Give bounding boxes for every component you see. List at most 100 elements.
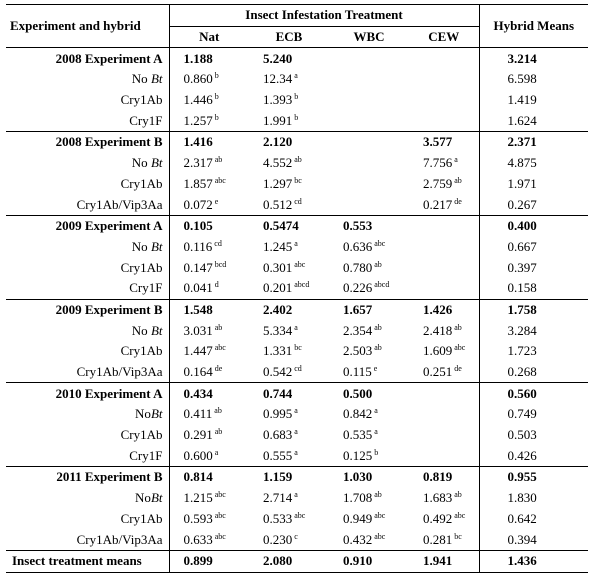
value-ecb-letter: a bbox=[294, 238, 298, 248]
hybrid-label-text: Cry1F bbox=[129, 280, 163, 296]
hybrid-label-italic: Bt bbox=[150, 490, 163, 506]
hybrid-label-italic: Bt bbox=[150, 322, 163, 338]
hybrid-mean: 1.723 bbox=[507, 343, 537, 359]
value-nat: 0.600 a bbox=[169, 445, 249, 466]
hybrid-label-italic: Bt bbox=[150, 71, 163, 87]
value-wbc: 2.354 ab bbox=[329, 320, 409, 341]
hybrid-row: Cry1Ab 1.446 b 1.393 b 1.419 bbox=[6, 89, 588, 111]
treatment-means-label: Insect treatment means bbox=[6, 549, 170, 573]
value-ecb: 5.334 a bbox=[249, 320, 329, 341]
value-nat-letter: abc bbox=[214, 343, 226, 353]
hybrid-means-header: Hybrid Means bbox=[479, 3, 588, 49]
hybrid-label: Cry1Ab/Vip3Aa bbox=[6, 361, 170, 383]
hybrid-row: Cry1Ab/Vip3Aa 0.072 e 0.512 cd 0.217 de 0.267 bbox=[6, 194, 588, 216]
value-ecb-number: 1.245 bbox=[263, 238, 293, 254]
experiment-hybrid-header: Experiment and hybrid bbox=[6, 3, 170, 49]
value-wbc bbox=[329, 69, 409, 90]
value-nat: 1.857 abc bbox=[169, 174, 249, 195]
hybrid-label-italic: Bt bbox=[150, 155, 163, 171]
summary-wbc bbox=[329, 131, 409, 153]
value-nat-number: 0.164 bbox=[183, 364, 213, 380]
treatment-group-header: Insect Infestation Treatment bbox=[169, 4, 480, 27]
value-nat: 3.031 ab bbox=[169, 320, 249, 341]
value-ecb-letter: b bbox=[294, 112, 299, 122]
hybrid-mean: 0.267 bbox=[507, 196, 537, 212]
hybrid-label: Cry1Ab bbox=[6, 341, 170, 362]
value-nat-letter: b bbox=[214, 112, 219, 122]
value-nat-letter: e bbox=[214, 196, 219, 206]
hybrid-label: NoBt bbox=[6, 487, 170, 509]
hybrid-label: Cry1Ab/Vip3Aa bbox=[6, 529, 170, 551]
summary-hybrid-mean: 0.955 bbox=[479, 466, 588, 488]
hybrid-mean: 0.642 bbox=[507, 510, 537, 526]
treatment-means-row: Insect treatment means 0.899 2.080 0.910 1.9… bbox=[6, 549, 588, 573]
value-nat: 0.291 ab bbox=[169, 425, 249, 446]
value-nat-number: 0.411 bbox=[183, 406, 213, 422]
value-wbc-number: 0.780 bbox=[343, 259, 373, 275]
hybrid-label-text: Cry1Ab/Vip3Aa bbox=[76, 531, 163, 547]
header-row-top: Experiment and hybrid Insect Infestation… bbox=[6, 3, 588, 49]
hybrid-mean: 0.397 bbox=[507, 259, 537, 275]
summary-ecb: 0.5474 bbox=[249, 214, 329, 237]
experiment-title: 2008 Experiment B bbox=[6, 131, 170, 153]
summary-cew bbox=[409, 214, 480, 237]
value-ecb-letter: c bbox=[294, 531, 298, 541]
summary-nat: 1.188 bbox=[169, 47, 249, 70]
value-wbc-letter: ab bbox=[374, 490, 382, 500]
hybrid-label-text: No bbox=[131, 322, 151, 338]
value-nat-letter: d bbox=[214, 280, 219, 290]
hybrid-row: Cry1Ab/Vip3Aa 0.633 abc 0.230 c 0.432 abc 0.281… bbox=[6, 529, 588, 551]
hybrid-mean: 1.624 bbox=[507, 112, 537, 128]
hybrid-row: No Bt 2.317 ab 4.552 ab 7.756 a 4.875 bbox=[6, 152, 588, 174]
value-ecb-number: 0.995 bbox=[263, 406, 293, 422]
value-nat: 0.860 b bbox=[169, 69, 249, 90]
footer-cew: 1.941 bbox=[409, 549, 480, 573]
value-ecb-number: 0.683 bbox=[263, 427, 293, 443]
hybrid-label: Cry1Ab bbox=[6, 89, 170, 111]
hybrid-label-italic: Bt bbox=[150, 406, 163, 422]
value-wbc-number: 0.115 bbox=[343, 364, 372, 380]
value-wbc-letter: abc bbox=[374, 238, 386, 248]
value-ecb-letter: a bbox=[294, 447, 298, 457]
value-ecb: 0.201 abcd bbox=[249, 278, 329, 299]
value-ecb: 1.393 b bbox=[249, 90, 329, 111]
value-wbc-number: 2.354 bbox=[343, 322, 373, 338]
experiment-title: 2010 Experiment A bbox=[6, 382, 170, 405]
hybrid-row: Cry1F 1.257 b 1.991 b 1.624 bbox=[6, 110, 588, 132]
value-nat-number: 0.633 bbox=[183, 531, 213, 547]
value-ecb: 0.542 cd bbox=[249, 362, 329, 383]
summary-hybrid-mean: 0.400 bbox=[479, 214, 588, 237]
value-wbc-number: 0.842 bbox=[343, 406, 373, 422]
summary-wbc: 0.500 bbox=[329, 382, 409, 405]
value-ecb-number: 0.533 bbox=[263, 510, 293, 526]
value-nat: 1.446 b bbox=[169, 90, 249, 111]
value-nat-letter: de bbox=[214, 364, 223, 374]
value-ecb-letter: b bbox=[294, 92, 299, 102]
value-wbc: 0.115 e bbox=[329, 362, 409, 383]
hybrid-mean: 0.426 bbox=[507, 447, 537, 463]
value-nat-number: 0.041 bbox=[183, 280, 213, 296]
value-ecb-letter: cd bbox=[294, 196, 302, 206]
value-ecb-number: 12.34 bbox=[263, 71, 293, 87]
value-cew bbox=[409, 445, 480, 467]
summary-nat: 0.434 bbox=[169, 382, 249, 405]
summary-ecb: 1.159 bbox=[249, 466, 329, 488]
value-nat-letter: b bbox=[214, 71, 219, 81]
hybrid-row: No Bt 0.116 cd 1.245 a 0.636 abc 0.667 bbox=[6, 236, 588, 258]
value-ecb: 0.230 c bbox=[249, 529, 329, 550]
value-ecb-number: 0.555 bbox=[263, 447, 293, 463]
value-nat: 0.164 de bbox=[169, 362, 249, 383]
value-ecb: 1.245 a bbox=[249, 237, 329, 258]
hybrid-label-text: No bbox=[135, 406, 151, 422]
value-nat: 0.633 abc bbox=[169, 529, 249, 550]
value-nat: 0.116 cd bbox=[169, 237, 249, 258]
summary-nat: 0.105 bbox=[169, 214, 249, 237]
group-summary-row: 2010 Experiment A 0.434 0.744 0.500 0.560 bbox=[6, 382, 588, 405]
value-wbc-letter: abc bbox=[374, 531, 386, 541]
hybrid-label-italic: Bt bbox=[150, 238, 163, 254]
hybrid-label: Cry1Ab bbox=[6, 257, 170, 278]
value-wbc bbox=[329, 153, 409, 174]
value-cew: 7.756 a bbox=[409, 152, 480, 174]
summary-hybrid-mean: 2.371 bbox=[479, 131, 588, 153]
hybrid-row: Cry1Ab/Vip3Aa 0.164 de 0.542 cd 0.115 e 0.251 de… bbox=[6, 361, 588, 383]
